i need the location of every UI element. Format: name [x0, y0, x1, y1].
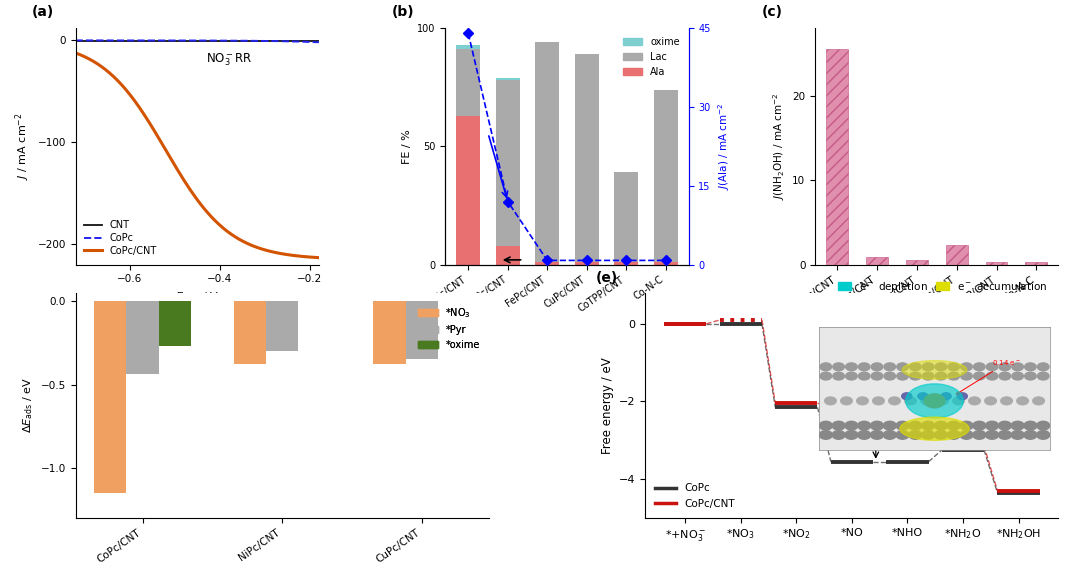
Y-axis label: $J$ / mA cm$^{-2}$: $J$ / mA cm$^{-2}$ — [13, 113, 32, 180]
Bar — [986, 262, 1008, 265]
CoPc — [213, 37, 226, 44]
Bar — [653, 90, 677, 262]
Bar — [496, 78, 519, 80]
Text: (e): (e) — [596, 270, 618, 284]
Bar — [536, 262, 559, 265]
Legend: oxime, Lac, Ala: oxime, Lac, Ala — [619, 33, 684, 81]
CoPc — [312, 39, 325, 46]
CNT — [179, 37, 192, 44]
Text: 0.64: 0.64 — [879, 427, 902, 437]
Bar — [266, 301, 298, 351]
Text: (a): (a) — [31, 5, 54, 19]
Bar — [575, 54, 598, 262]
CoPc/CNT — [231, 235, 244, 242]
CoPc/CNT — [213, 221, 226, 228]
Bar — [457, 115, 481, 265]
CNT — [231, 37, 244, 44]
Text: (c): (c) — [761, 5, 783, 19]
Y-axis label: $J$(NH$_2$OH) / mA cm$^{-2}$: $J$(NH$_2$OH) / mA cm$^{-2}$ — [771, 93, 786, 200]
Bar — [866, 257, 888, 265]
Bar — [457, 50, 481, 115]
CoPc — [112, 37, 125, 44]
Bar — [906, 260, 928, 265]
Bar — [575, 262, 598, 265]
Legend: e$^-$ depletion, e$^-$ accumulation: e$^-$ depletion, e$^-$ accumulation — [834, 275, 1052, 298]
Bar — [94, 301, 126, 493]
Legend: CNT, CoPc, CoPc/CNT: CNT, CoPc, CoPc/CNT — [81, 216, 161, 260]
Bar — [496, 245, 519, 265]
CoPc/CNT — [132, 102, 145, 109]
CNT — [112, 37, 125, 44]
CNT — [253, 37, 266, 44]
Bar — [946, 245, 968, 265]
Text: (b): (b) — [392, 5, 415, 19]
CoPc/CNT — [112, 78, 125, 85]
Bar — [653, 262, 677, 265]
Bar — [126, 301, 159, 374]
Text: NO$_3^-$RR: NO$_3^-$RR — [205, 52, 252, 68]
X-axis label: $E_\mathrm{RHE}$ / V: $E_\mathrm{RHE}$ / V — [175, 290, 219, 303]
CoPc/CNT — [253, 244, 266, 251]
Y-axis label: Free energy / eV: Free energy / eV — [600, 357, 613, 454]
CNT — [69, 37, 82, 44]
Bar — [374, 301, 406, 364]
Legend: *NO$_3$, *Pyr, *oxime: *NO$_3$, *Pyr, *oxime — [415, 302, 484, 354]
Bar — [457, 44, 481, 50]
CNT — [132, 37, 145, 44]
Y-axis label: FE / %: FE / % — [402, 129, 411, 164]
CoPc — [253, 38, 266, 44]
CoPc — [179, 37, 192, 44]
CoPc/CNT — [69, 50, 82, 56]
Line: CoPc: CoPc — [76, 41, 319, 42]
CoPc — [132, 37, 145, 44]
CNT — [213, 37, 226, 44]
Bar — [826, 50, 848, 265]
Bar — [615, 262, 638, 265]
Bar — [406, 301, 437, 360]
Bar — [536, 42, 559, 262]
Y-axis label: $J$(Ala) / mA cm$^{-2}$: $J$(Ala) / mA cm$^{-2}$ — [716, 102, 732, 190]
Bar — [615, 172, 638, 262]
Bar — [496, 80, 519, 245]
Bar — [234, 301, 266, 364]
Bar — [1025, 262, 1048, 265]
Y-axis label: $\Delta E_\mathrm{ads}$ / eV: $\Delta E_\mathrm{ads}$ / eV — [22, 377, 35, 434]
CNT — [312, 37, 325, 44]
CoPc — [231, 37, 244, 44]
Bar — [159, 301, 191, 346]
CoPc/CNT — [179, 180, 192, 186]
CoPc/CNT — [312, 254, 325, 261]
CoPc — [69, 37, 82, 44]
Line: CoPc/CNT: CoPc/CNT — [76, 53, 319, 258]
